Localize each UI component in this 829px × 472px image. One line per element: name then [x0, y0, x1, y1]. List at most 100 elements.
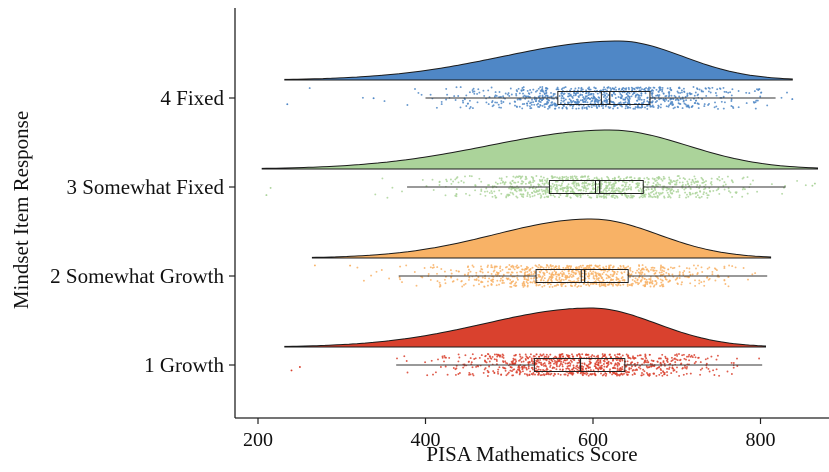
- data-point: [463, 273, 466, 276]
- data-point: [609, 368, 611, 371]
- data-point: [587, 283, 590, 286]
- data-point: [629, 276, 631, 279]
- data-point: [594, 87, 597, 90]
- data-point: [631, 284, 634, 287]
- outlier-point: [349, 264, 352, 267]
- data-point: [561, 175, 564, 178]
- data-point: [518, 105, 521, 108]
- data-point: [638, 264, 640, 267]
- outlier-point: [813, 182, 816, 185]
- data-point: [646, 100, 649, 103]
- data-point: [542, 272, 545, 275]
- data-point: [685, 358, 687, 361]
- data-point: [551, 182, 554, 185]
- data-point: [555, 104, 558, 107]
- data-point: [551, 367, 554, 370]
- data-point: [576, 285, 579, 288]
- data-point: [596, 186, 599, 188]
- data-point: [591, 182, 594, 185]
- data-point: [550, 95, 553, 98]
- data-point: [523, 366, 526, 369]
- data-point: [643, 360, 646, 363]
- data-point: [686, 92, 689, 95]
- data-point: [544, 94, 547, 97]
- data-point: [437, 358, 439, 361]
- data-point: [584, 266, 587, 269]
- data-point: [598, 273, 601, 275]
- data-point: [579, 264, 582, 267]
- data-point: [642, 368, 645, 371]
- data-point: [586, 372, 589, 375]
- data-point: [572, 180, 575, 183]
- data-point: [589, 366, 592, 369]
- data-point: [475, 365, 478, 368]
- data-point: [569, 364, 572, 367]
- data-point: [617, 96, 620, 98]
- data-point: [662, 360, 665, 363]
- data-point: [621, 354, 624, 357]
- data-point: [668, 176, 671, 179]
- data-point: [557, 273, 560, 276]
- data-point: [601, 273, 604, 276]
- data-point: [702, 90, 705, 93]
- data-point: [581, 107, 584, 110]
- data-point: [572, 355, 575, 358]
- data-point: [569, 275, 572, 277]
- data-point: [577, 92, 580, 94]
- data-point: [626, 283, 629, 286]
- data-point: [488, 360, 491, 363]
- data-point: [570, 87, 573, 90]
- data-point: [694, 91, 697, 94]
- data-point: [617, 267, 620, 270]
- data-point: [728, 264, 731, 267]
- data-point: [700, 195, 703, 198]
- data-point: [429, 278, 432, 281]
- data-point: [562, 180, 565, 183]
- data-point: [746, 176, 749, 179]
- data-point: [514, 188, 516, 191]
- data-point: [600, 284, 603, 287]
- data-point: [716, 177, 719, 180]
- outlier-point: [372, 97, 375, 100]
- data-point: [545, 102, 548, 105]
- data-point: [492, 104, 495, 107]
- data-point: [590, 190, 593, 193]
- data-point: [486, 369, 489, 372]
- data-point: [565, 187, 568, 190]
- data-point: [491, 192, 494, 195]
- data-point: [616, 363, 618, 366]
- data-point: [515, 265, 518, 268]
- data-point: [508, 95, 511, 97]
- data-point: [600, 104, 603, 107]
- data-point: [562, 282, 565, 285]
- data-point: [681, 181, 684, 184]
- data-point: [490, 357, 493, 360]
- data-point: [569, 93, 572, 96]
- data-point: [494, 181, 497, 184]
- data-point: [698, 88, 701, 91]
- data-point: [674, 183, 677, 186]
- data-point: [555, 278, 558, 281]
- data-point: [505, 265, 508, 268]
- data-point: [625, 181, 628, 184]
- data-point: [647, 178, 650, 180]
- data-point: [548, 275, 551, 278]
- data-point: [490, 264, 493, 267]
- data-point: [535, 98, 538, 100]
- data-point: [511, 361, 514, 364]
- data-point: [671, 273, 674, 276]
- data-point: [586, 184, 589, 187]
- data-point: [380, 269, 383, 271]
- data-point: [637, 366, 640, 369]
- data-point: [585, 99, 588, 102]
- data-point: [602, 363, 605, 365]
- data-point: [561, 365, 564, 368]
- data-point: [628, 99, 631, 102]
- data-point: [454, 373, 457, 376]
- data-point: [637, 96, 640, 99]
- data-point: [595, 177, 598, 180]
- data-point: [588, 284, 591, 287]
- data-point: [689, 355, 692, 358]
- data-point: [759, 95, 762, 98]
- boxplot-layer: [396, 91, 786, 372]
